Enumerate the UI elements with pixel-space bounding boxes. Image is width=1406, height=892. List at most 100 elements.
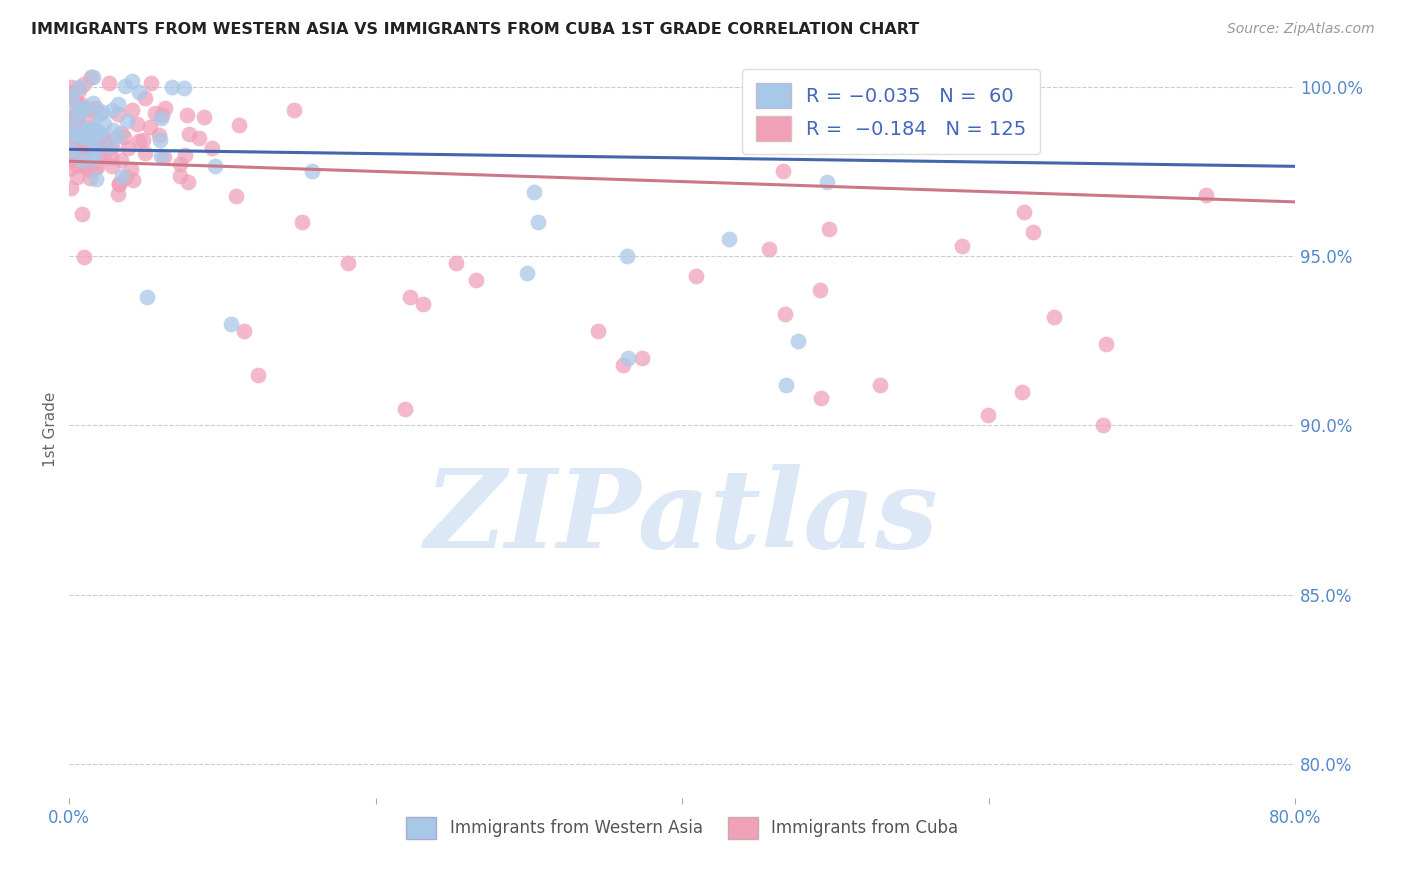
Point — [70, 207, 93, 221]
Point — [1195, 188, 1218, 202]
Point — [1043, 310, 1066, 324]
Point — [83, 161, 105, 175]
Point — [108, 177, 131, 191]
Point — [86, 161, 108, 175]
Point — [86, 128, 108, 142]
Point — [134, 146, 156, 161]
Point — [67, 117, 90, 131]
Point — [93, 117, 115, 131]
Point — [815, 175, 838, 189]
Point — [100, 103, 122, 117]
Point — [82, 153, 104, 167]
Point — [1095, 337, 1118, 351]
Point — [128, 85, 150, 99]
Point — [179, 128, 201, 142]
Point — [84, 172, 107, 186]
Point — [70, 121, 93, 136]
Point — [155, 101, 177, 115]
Point — [63, 100, 86, 114]
Point — [60, 88, 83, 103]
Point — [527, 215, 550, 229]
Point — [464, 273, 486, 287]
Point — [94, 133, 117, 147]
Point — [219, 317, 242, 331]
Point — [62, 111, 84, 125]
Point — [111, 169, 134, 183]
Point — [70, 97, 93, 112]
Point — [65, 139, 87, 153]
Point — [79, 112, 101, 126]
Point — [70, 130, 93, 145]
Point — [225, 189, 247, 203]
Point — [136, 290, 159, 304]
Point — [100, 159, 122, 173]
Point — [120, 162, 142, 177]
Point — [100, 151, 122, 165]
Point — [70, 153, 93, 167]
Point — [148, 128, 170, 142]
Point — [107, 177, 129, 191]
Point — [139, 76, 162, 90]
Point — [516, 266, 538, 280]
Point — [84, 123, 107, 137]
Point — [66, 123, 89, 137]
Point — [93, 136, 115, 151]
Point — [128, 134, 150, 148]
Point — [412, 296, 434, 310]
Point — [82, 70, 104, 84]
Point — [772, 164, 794, 178]
Point — [80, 70, 103, 84]
Point — [291, 215, 314, 229]
Point — [73, 159, 96, 173]
Point — [59, 129, 82, 144]
Point — [59, 153, 82, 168]
Legend: Immigrants from Western Asia, Immigrants from Cuba: Immigrants from Western Asia, Immigrants… — [399, 811, 965, 846]
Point — [60, 119, 83, 133]
Point — [59, 147, 82, 161]
Point — [87, 107, 110, 121]
Point — [60, 145, 83, 159]
Point — [247, 368, 270, 382]
Point — [66, 142, 89, 156]
Point — [869, 377, 891, 392]
Point — [101, 123, 124, 137]
Point — [76, 143, 98, 157]
Point — [60, 131, 83, 145]
Point — [612, 358, 634, 372]
Point — [950, 239, 973, 253]
Point — [204, 159, 226, 173]
Point — [60, 118, 83, 132]
Point — [66, 98, 89, 112]
Point — [1012, 205, 1035, 219]
Point — [523, 185, 546, 199]
Point — [301, 164, 323, 178]
Point — [73, 78, 96, 92]
Point — [586, 324, 609, 338]
Point — [150, 149, 173, 163]
Text: Source: ZipAtlas.com: Source: ZipAtlas.com — [1227, 22, 1375, 37]
Point — [808, 283, 831, 297]
Point — [150, 108, 173, 122]
Point — [69, 136, 91, 151]
Point — [101, 140, 124, 154]
Point — [810, 392, 832, 406]
Point — [66, 158, 89, 172]
Point — [173, 147, 195, 161]
Point — [84, 101, 107, 115]
Point — [76, 128, 98, 143]
Point — [131, 133, 153, 147]
Point — [773, 307, 796, 321]
Point — [73, 102, 96, 116]
Point — [153, 150, 176, 164]
Point — [121, 103, 143, 118]
Point — [107, 96, 129, 111]
Point — [59, 87, 82, 102]
Point — [80, 124, 103, 138]
Point — [112, 129, 135, 144]
Point — [630, 351, 652, 365]
Point — [107, 128, 129, 143]
Point — [114, 78, 136, 93]
Point — [399, 290, 422, 304]
Point — [617, 351, 640, 365]
Point — [201, 141, 224, 155]
